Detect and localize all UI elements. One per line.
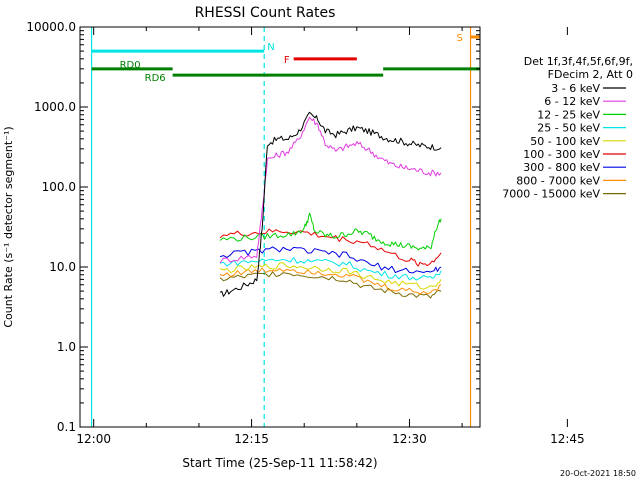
legend-entry-label: 25 - 50 keV: [537, 122, 600, 135]
legend-entry-label: 800 - 7000 keV: [516, 174, 600, 187]
chart-title: RHESSI Count Rates: [195, 5, 336, 21]
series-line: [219, 246, 442, 274]
state-bar-label: S: [457, 33, 463, 44]
state-bar-label: RD0: [120, 60, 141, 71]
x-tick-label: 12:15: [234, 432, 269, 446]
y-tick-label: 1.0: [57, 340, 76, 354]
y-axis: 0.1 1.0 10.0 100.0 1000.0 10000.0: [26, 20, 480, 434]
y-tick-label: 100.0: [42, 180, 76, 194]
plot-content: NF S RD0 RD6: [90, 27, 480, 427]
state-bar-label: N: [267, 42, 274, 53]
legend-header-line-1: Det 1f,3f,4f,5f,6f,9f,: [524, 55, 633, 68]
legend: Det 1f,3f,4f,5f,6f,9f, FDecim 2, Att 0 3…: [502, 55, 633, 201]
series-line: [219, 267, 442, 295]
legend-entry-label: 50 - 100 keV: [530, 135, 600, 148]
y-tick-label: 10.0: [49, 260, 76, 274]
plot-frame: [79, 26, 481, 428]
legend-header-line-2: FDecim 2, Att 0: [548, 68, 633, 81]
series-line: [219, 111, 442, 297]
y-tick-label: 10000.0: [26, 20, 76, 34]
x-tick-label: 12:45: [550, 432, 585, 446]
y-axis-label: Count Rate (s⁻¹ detector segment⁻¹): [2, 126, 15, 327]
series-line: [219, 271, 442, 299]
legend-entry-label: 3 - 6 keV: [551, 82, 600, 95]
state-bar-label: RD6: [145, 73, 166, 84]
legend-entry-label: 300 - 800 keV: [523, 161, 600, 174]
x-tick-label: 12:30: [392, 432, 427, 446]
series-line: [219, 212, 442, 251]
x-tick-label: 12:00: [76, 432, 111, 446]
legend-entry-label: 6 - 12 keV: [544, 95, 600, 108]
x-axis-label: Start Time (25-Sep-11 11:58:42): [182, 456, 377, 470]
legend-entry-label: 100 - 300 keV: [523, 148, 600, 161]
state-bar-label: F: [284, 55, 290, 66]
date-stamp: 20-Oct-2021 18:50: [560, 469, 636, 478]
y-tick-label: 1000.0: [34, 100, 76, 114]
legend-entry-label: 12 - 25 keV: [537, 108, 600, 121]
legend-entry-label: 7000 - 15000 keV: [502, 188, 600, 201]
y-tick-label: 0.1: [57, 420, 76, 434]
